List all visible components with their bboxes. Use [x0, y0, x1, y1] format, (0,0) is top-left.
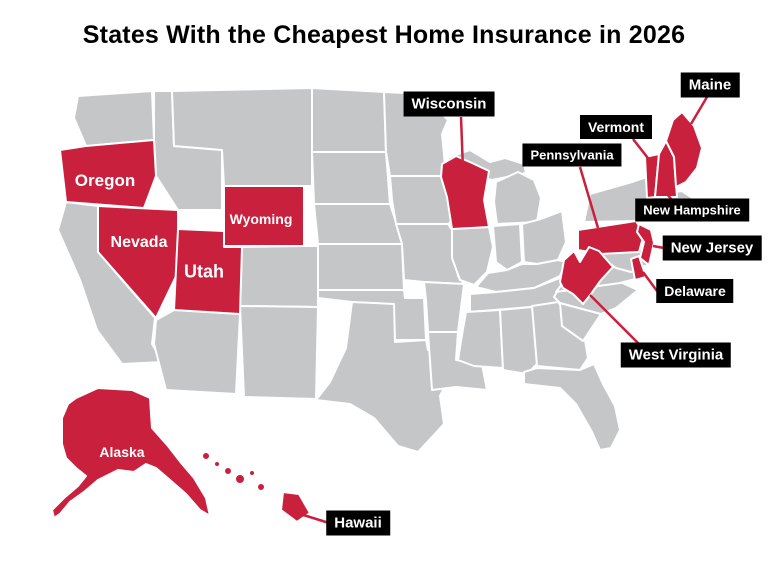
state-colorado: [239, 245, 319, 308]
leader-new-jersey: [652, 244, 665, 250]
label-west-virginia: West Virginia: [620, 342, 732, 368]
state-hawaii: [201, 451, 311, 523]
label-new-hampshire: New Hampshire: [635, 198, 749, 222]
state-north-dakota: [311, 87, 387, 153]
hawaii-island: [234, 473, 246, 485]
state-nevada: [97, 205, 179, 319]
state-arizona: [153, 309, 241, 395]
label-pennsylvania: Pennsylvania: [522, 143, 622, 167]
state-alaska: [51, 387, 211, 519]
state-mississippi: [457, 309, 504, 369]
state-texas: [315, 301, 453, 453]
label-new-jersey: New Jersey: [662, 235, 762, 261]
label-delaware: Delaware: [656, 279, 734, 303]
state-indiana: [492, 223, 523, 271]
leader-delaware: [641, 271, 659, 292]
state-new-jersey: [636, 223, 655, 266]
state-louisiana: [427, 331, 488, 391]
leader-west-virginia: [589, 294, 642, 347]
leader-lines: [296, 96, 709, 525]
state-maine: [665, 111, 703, 188]
state-ohio: [521, 210, 567, 265]
label-maine: Maine: [680, 72, 740, 98]
hawaii-island: [201, 451, 211, 461]
hawaii-island: [256, 482, 266, 492]
label-vermont: Vermont: [579, 115, 653, 139]
hawaii-island: [213, 460, 221, 468]
leader-pennsylvania: [578, 166, 600, 229]
page-title: States With the Cheapest Home Insurance …: [82, 21, 686, 49]
label-hawaii: Hawaii: [326, 510, 390, 536]
gray-states: [57, 87, 695, 453]
leader-maine: [689, 96, 709, 125]
state-new-mexico: [239, 305, 319, 400]
state-wisconsin: [440, 155, 490, 230]
state-wyoming: [223, 185, 305, 247]
leader-wisconsin: [459, 116, 465, 171]
leader-vermont: [632, 138, 652, 163]
state-nebraska: [313, 203, 403, 245]
state-washington: [73, 90, 155, 147]
state-oregon: [59, 139, 157, 209]
state-west-virginia: [559, 246, 614, 305]
hawaii-island: [223, 466, 233, 476]
state-michigan: [493, 171, 542, 225]
state-south-dakota: [311, 151, 391, 205]
label-wisconsin: Wisconsin: [403, 91, 495, 117]
state-illinois: [451, 226, 494, 286]
hawaii-big-island: [280, 491, 311, 523]
leader-hawaii: [296, 511, 330, 525]
state-kansas: [317, 243, 405, 291]
hawaii-island: [248, 469, 256, 477]
state-arkansas: [423, 281, 465, 333]
state-florida: [523, 363, 621, 451]
